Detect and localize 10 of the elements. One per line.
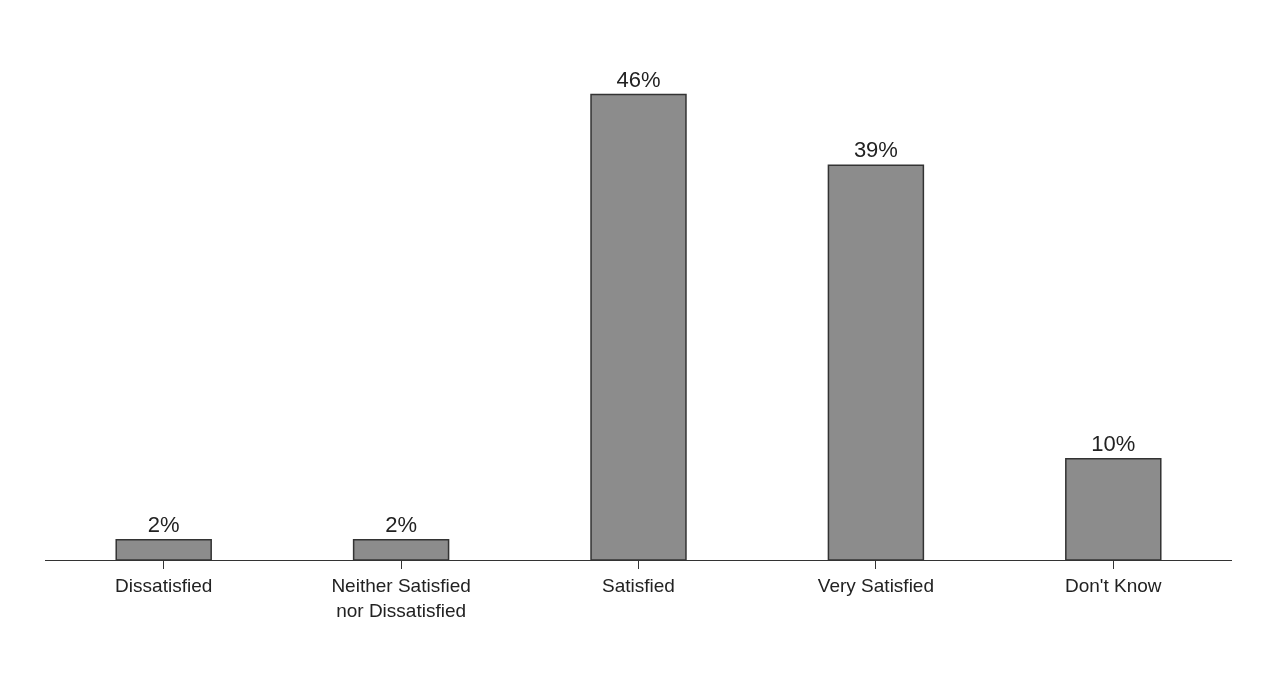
x-tick-label: Dissatisfied	[115, 574, 213, 596]
x-tick-label: Very Satisfied	[817, 574, 934, 596]
data-label: 2%	[147, 511, 180, 537]
x-tick-label: Satisfied	[602, 574, 675, 596]
x-tick-label: Don't Know	[1065, 574, 1162, 596]
data-label: 46%	[616, 66, 661, 92]
data-label: 2%	[385, 511, 417, 537]
data-label: 10%	[1091, 430, 1136, 456]
x-tick-label: Neither Satisfied nor Dissatisfied	[331, 574, 471, 621]
data-label: 39%	[853, 137, 898, 163]
